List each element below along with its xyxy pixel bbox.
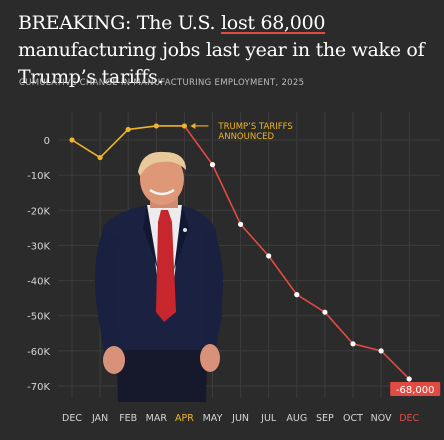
ytick-label: -50K — [27, 312, 50, 323]
xtick-label: AUG — [286, 413, 307, 424]
xtick-label: DEC — [62, 413, 82, 424]
data-point — [322, 309, 328, 315]
series-line-segment — [296, 293, 326, 313]
series-line-segment — [183, 125, 214, 166]
end-value-background — [390, 381, 441, 396]
xtick-label: JUN — [231, 413, 249, 424]
series-line-segment — [71, 139, 101, 159]
series-line-segment — [128, 125, 157, 131]
arrow-head-icon — [190, 122, 196, 129]
ytick-label: -20K — [27, 206, 50, 217]
data-point — [350, 341, 356, 347]
data-point — [238, 221, 244, 227]
annotation-line-1: TRUMP’S TARIFFS — [217, 122, 292, 132]
chart-subtitle: CUMULATIVE CHANGE IN MANUFACTURING EMPLO… — [19, 78, 305, 88]
tariff-annotation: TRUMP’S TARIFFS ANNOUNCED — [190, 122, 293, 142]
annotation-line-2: ANNOUNCED — [218, 132, 274, 142]
xtick-label: MAY — [203, 413, 223, 424]
xtick-label: OCT — [343, 413, 363, 424]
ytick-label: -10K — [27, 171, 50, 182]
data-point — [181, 123, 187, 129]
data-point — [153, 123, 159, 129]
series-line-segment — [352, 343, 382, 352]
y-axis: 0 -10K -20K -30K -40K -50K -60K -70K — [27, 136, 50, 393]
series-line-segment — [240, 223, 270, 257]
ytick-label: -60K — [27, 347, 50, 358]
xtick-label: JAN — [91, 413, 108, 424]
line-layer — [71, 125, 410, 380]
xtick-label: MAR — [146, 413, 168, 424]
headline: BREAKING: The U.S. lost 68,000 manufactu… — [18, 10, 433, 91]
data-point — [294, 292, 300, 298]
data-point — [406, 376, 412, 382]
headline-part-2: manufacturing jobs last year in the wake… — [18, 39, 425, 88]
headline-part-1: BREAKING: The U.S. — [18, 12, 222, 34]
data-point — [266, 253, 272, 259]
xtick-label: JUL — [260, 413, 277, 424]
xtick-label: NOV — [371, 413, 392, 424]
headline-highlight: lost 68,000 — [221, 12, 326, 34]
series-line-segment — [380, 350, 410, 380]
data-point — [209, 162, 216, 168]
data-point — [69, 137, 75, 143]
end-value-label: -68,000 — [396, 385, 435, 396]
xtick-label: APR — [175, 413, 194, 424]
points-layer — [69, 123, 412, 382]
series-line-segment — [99, 128, 129, 159]
ytick-label: -70K — [27, 382, 50, 393]
ytick-label: -30K — [27, 241, 50, 252]
data-point — [125, 126, 131, 133]
end-value-badge: -68,000 — [390, 381, 441, 396]
xtick-label: FEB — [119, 413, 137, 424]
series-line-segment — [324, 311, 354, 345]
series-line-segment — [211, 164, 242, 225]
x-axis: DEC JAN FEB MAR APR MAY JUN JUL AUG SEP … — [62, 413, 420, 424]
ytick-label: 0 — [44, 136, 50, 147]
data-point — [97, 154, 103, 161]
xtick-label: SEP — [316, 413, 334, 424]
data-point — [378, 348, 384, 354]
person-photo-icon — [94, 151, 223, 402]
ytick-label: -40K — [27, 277, 50, 288]
xtick-label: DEC — [399, 413, 419, 424]
series-line-segment — [268, 255, 298, 296]
